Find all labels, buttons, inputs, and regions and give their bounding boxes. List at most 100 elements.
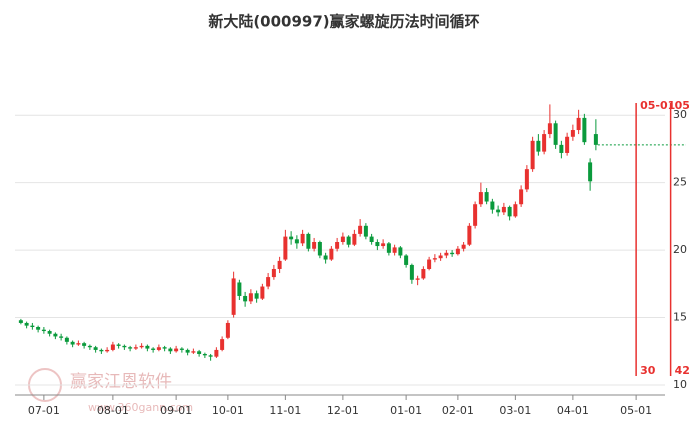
candle-body bbox=[352, 233, 357, 245]
candle-body bbox=[501, 206, 506, 213]
candle-body bbox=[392, 247, 397, 253]
candle-body bbox=[110, 344, 115, 350]
candle-body bbox=[122, 345, 127, 348]
x-tick-label: 01-01 bbox=[390, 404, 422, 417]
candle-body bbox=[59, 336, 64, 338]
candle-body bbox=[47, 331, 52, 334]
candle-body bbox=[133, 347, 138, 349]
candle-body bbox=[168, 348, 173, 352]
candle-body bbox=[496, 209, 501, 213]
candle-body bbox=[427, 259, 432, 269]
candle-body bbox=[478, 192, 483, 205]
cycle-days: 30 bbox=[640, 364, 656, 377]
candle-body bbox=[185, 349, 190, 353]
candle-body bbox=[99, 349, 104, 352]
candle-body bbox=[36, 326, 41, 330]
candle-body bbox=[415, 278, 420, 280]
candle-body bbox=[208, 355, 213, 357]
candle-body bbox=[588, 162, 593, 182]
y-tick-label: 10 bbox=[673, 378, 687, 391]
candle-body bbox=[174, 348, 179, 352]
cycle-date: 05 bbox=[675, 99, 689, 112]
candle-body bbox=[312, 242, 317, 249]
candle-body bbox=[381, 243, 386, 247]
candle-body bbox=[156, 347, 161, 350]
x-tick-label: 03-01 bbox=[499, 404, 531, 417]
y-tick-label: 15 bbox=[673, 311, 687, 324]
x-tick-label: 12-01 bbox=[327, 404, 359, 417]
candle-body bbox=[277, 260, 282, 269]
candle-body bbox=[294, 239, 299, 244]
candle-body bbox=[145, 345, 150, 349]
candle-body bbox=[513, 204, 518, 217]
candle-body bbox=[323, 255, 328, 260]
candle-body bbox=[421, 268, 426, 279]
candle-body bbox=[220, 339, 225, 350]
candle-body bbox=[438, 255, 443, 259]
candle-body bbox=[559, 144, 564, 153]
candle-body bbox=[139, 345, 144, 348]
cycle-days: 42 bbox=[675, 364, 689, 377]
x-tick-label: 07-01 bbox=[28, 404, 60, 417]
candle-body bbox=[128, 347, 133, 349]
candle-body bbox=[461, 244, 466, 249]
x-tick-label: 10-01 bbox=[212, 404, 244, 417]
candle-body bbox=[24, 322, 29, 326]
watermark-name: 赢家江恩软件 bbox=[70, 372, 172, 392]
candle-body bbox=[289, 236, 294, 240]
candle-body bbox=[473, 204, 478, 226]
candle-body bbox=[404, 255, 409, 265]
candle-body bbox=[386, 243, 391, 253]
candle-body bbox=[243, 295, 248, 302]
candle-body bbox=[116, 344, 121, 346]
candle-body bbox=[329, 248, 334, 260]
candle-body bbox=[93, 347, 98, 350]
candle-body bbox=[231, 278, 236, 315]
candle-body bbox=[490, 201, 495, 210]
candle-body bbox=[358, 225, 363, 234]
candle-body bbox=[398, 247, 403, 256]
candle-body bbox=[317, 242, 322, 256]
y-tick-label: 20 bbox=[673, 243, 687, 256]
candle-body bbox=[30, 325, 35, 327]
candle-body bbox=[369, 236, 374, 242]
watermark-url: www.360gann.com bbox=[88, 401, 193, 414]
candle-body bbox=[363, 225, 368, 237]
candle-body bbox=[283, 236, 288, 260]
x-tick-label: 11-01 bbox=[269, 404, 301, 417]
candle-body bbox=[375, 242, 380, 247]
candle-body bbox=[306, 233, 311, 249]
candle-body bbox=[87, 345, 92, 348]
candle-body bbox=[519, 189, 524, 205]
x-tick-label: 04-01 bbox=[557, 404, 589, 417]
candle-body bbox=[524, 169, 529, 190]
candle-body bbox=[202, 353, 207, 356]
candle-body bbox=[450, 252, 455, 255]
candle-body bbox=[455, 248, 460, 255]
candle-body bbox=[582, 117, 587, 143]
candle-body bbox=[76, 343, 81, 345]
candle-body bbox=[53, 333, 58, 337]
candle-body bbox=[105, 349, 110, 352]
candle-body bbox=[225, 322, 230, 338]
candle-body bbox=[248, 293, 253, 302]
y-tick-label: 30 bbox=[673, 108, 687, 121]
candle-body bbox=[214, 349, 219, 357]
chart-title: 新大陆(000997)赢家螺旋历法时间循环 bbox=[208, 13, 479, 31]
candle-body bbox=[179, 348, 184, 350]
x-tick-label: 08-01 bbox=[97, 404, 129, 417]
candle-body bbox=[260, 286, 265, 299]
candle-body bbox=[335, 242, 340, 249]
y-tick-label: 25 bbox=[673, 176, 687, 189]
candle-body bbox=[151, 348, 156, 350]
candle-body bbox=[197, 351, 202, 354]
x-tick-label: 09-01 bbox=[160, 404, 192, 417]
candle-body bbox=[18, 320, 23, 323]
candle-body bbox=[553, 123, 558, 145]
cycle-date: 05-01 bbox=[640, 99, 675, 112]
candle-body bbox=[565, 136, 570, 153]
candle-body bbox=[432, 258, 437, 260]
candle-body bbox=[41, 329, 46, 332]
x-tick-label: 02-01 bbox=[442, 404, 474, 417]
